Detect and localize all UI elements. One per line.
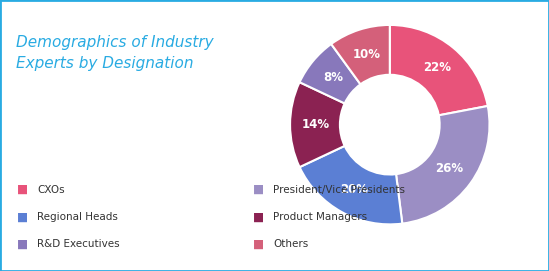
Text: ■: ■ xyxy=(253,210,264,223)
Text: 14%: 14% xyxy=(302,118,330,131)
Wedge shape xyxy=(300,146,402,224)
Text: R&D Executives: R&D Executives xyxy=(37,239,120,249)
Text: ■: ■ xyxy=(253,237,264,250)
Text: CXOs: CXOs xyxy=(37,185,65,195)
Text: Regional Heads: Regional Heads xyxy=(37,212,118,222)
Text: 8%: 8% xyxy=(323,71,343,84)
Text: ■: ■ xyxy=(16,210,27,223)
Text: 10%: 10% xyxy=(353,48,381,61)
Text: Others: Others xyxy=(273,239,309,249)
Wedge shape xyxy=(300,44,361,104)
Text: 20%: 20% xyxy=(340,183,368,196)
Wedge shape xyxy=(396,106,490,224)
Text: President/Vice Presidents: President/Vice Presidents xyxy=(273,185,405,195)
Text: Demographics of Industry
Experts by Designation: Demographics of Industry Experts by Desi… xyxy=(16,35,214,71)
Wedge shape xyxy=(331,25,390,84)
Text: 26%: 26% xyxy=(435,162,463,175)
Text: ■: ■ xyxy=(253,183,264,196)
Wedge shape xyxy=(390,25,488,115)
Text: Product Managers: Product Managers xyxy=(273,212,367,222)
Wedge shape xyxy=(290,82,345,167)
Text: 22%: 22% xyxy=(423,61,451,74)
Text: ■: ■ xyxy=(16,183,27,196)
Text: ■: ■ xyxy=(16,237,27,250)
